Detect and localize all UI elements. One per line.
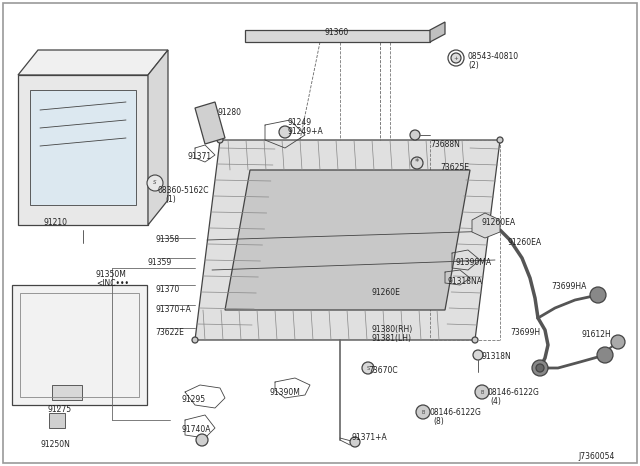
Text: 91381(LH): 91381(LH) xyxy=(372,334,412,343)
Text: 91210: 91210 xyxy=(43,218,67,227)
Text: 91612H: 91612H xyxy=(582,330,612,339)
Circle shape xyxy=(536,364,544,372)
Polygon shape xyxy=(12,285,147,405)
Circle shape xyxy=(411,157,423,169)
Circle shape xyxy=(590,287,606,303)
Polygon shape xyxy=(148,50,168,225)
Circle shape xyxy=(472,337,478,343)
Text: 91371: 91371 xyxy=(188,152,212,161)
Text: 91318NA: 91318NA xyxy=(448,277,483,286)
Polygon shape xyxy=(472,213,500,238)
Text: 91371+A: 91371+A xyxy=(352,433,388,442)
Text: (8): (8) xyxy=(433,417,444,426)
Text: 91350M: 91350M xyxy=(96,270,127,279)
Text: 91249: 91249 xyxy=(288,118,312,127)
Text: (2): (2) xyxy=(468,61,479,70)
Text: 91740A: 91740A xyxy=(181,425,211,434)
Polygon shape xyxy=(18,75,148,225)
Text: 91390MA: 91390MA xyxy=(456,258,492,267)
Text: <INC•••: <INC••• xyxy=(96,279,129,288)
Circle shape xyxy=(217,137,223,143)
Circle shape xyxy=(532,360,548,376)
Circle shape xyxy=(192,337,198,343)
Text: 91249+A: 91249+A xyxy=(288,127,324,136)
Text: J7360054: J7360054 xyxy=(579,452,615,461)
Polygon shape xyxy=(225,170,470,310)
Text: 91370: 91370 xyxy=(155,285,179,294)
Text: 91295: 91295 xyxy=(181,395,205,404)
Text: 91280: 91280 xyxy=(218,108,242,117)
Text: 91360: 91360 xyxy=(325,28,349,37)
Polygon shape xyxy=(245,30,430,42)
Text: 73699H: 73699H xyxy=(510,328,540,337)
Text: S: S xyxy=(367,365,369,370)
Polygon shape xyxy=(49,413,65,428)
Text: 91370+A: 91370+A xyxy=(155,305,191,314)
Circle shape xyxy=(362,362,374,374)
Text: 91358: 91358 xyxy=(156,235,180,244)
Text: 91250N: 91250N xyxy=(40,440,70,449)
Text: 08146-6122G: 08146-6122G xyxy=(430,408,482,417)
Circle shape xyxy=(147,175,163,191)
Text: 91390M: 91390M xyxy=(270,388,301,397)
Text: 91260E: 91260E xyxy=(372,288,401,297)
Text: 08146-6122G: 08146-6122G xyxy=(487,388,539,397)
Circle shape xyxy=(416,405,430,419)
Circle shape xyxy=(350,437,360,447)
Circle shape xyxy=(611,335,625,349)
Polygon shape xyxy=(52,385,82,400)
Text: *: * xyxy=(415,158,419,167)
Text: (4): (4) xyxy=(490,397,501,406)
Circle shape xyxy=(410,130,420,140)
Text: 91380(RH): 91380(RH) xyxy=(372,325,413,334)
Text: (1): (1) xyxy=(165,195,176,204)
Text: B: B xyxy=(421,410,425,414)
Polygon shape xyxy=(195,102,225,144)
Polygon shape xyxy=(18,50,168,75)
Text: 73670C: 73670C xyxy=(368,366,397,375)
Polygon shape xyxy=(30,90,136,205)
Text: 91359: 91359 xyxy=(148,258,172,267)
Circle shape xyxy=(196,434,208,446)
Text: 73699HA: 73699HA xyxy=(551,282,586,291)
Circle shape xyxy=(475,385,489,399)
Circle shape xyxy=(473,350,483,360)
Text: 91275: 91275 xyxy=(47,405,71,414)
Text: 91318N: 91318N xyxy=(481,352,511,361)
Text: 08543-40810: 08543-40810 xyxy=(468,52,519,61)
Circle shape xyxy=(279,126,291,138)
Polygon shape xyxy=(195,140,500,340)
Text: 08360-5162C: 08360-5162C xyxy=(158,186,209,195)
Text: 73625E: 73625E xyxy=(440,163,469,172)
Text: S: S xyxy=(153,180,157,185)
Circle shape xyxy=(451,53,461,63)
Text: 73622E: 73622E xyxy=(155,328,184,337)
Polygon shape xyxy=(430,22,445,42)
Circle shape xyxy=(497,137,503,143)
Text: 91260EA: 91260EA xyxy=(508,238,542,247)
Text: +: + xyxy=(454,55,458,61)
Text: 73688N: 73688N xyxy=(430,140,460,149)
Text: 91260EA: 91260EA xyxy=(482,218,516,227)
Circle shape xyxy=(597,347,613,363)
Text: B: B xyxy=(480,390,484,395)
